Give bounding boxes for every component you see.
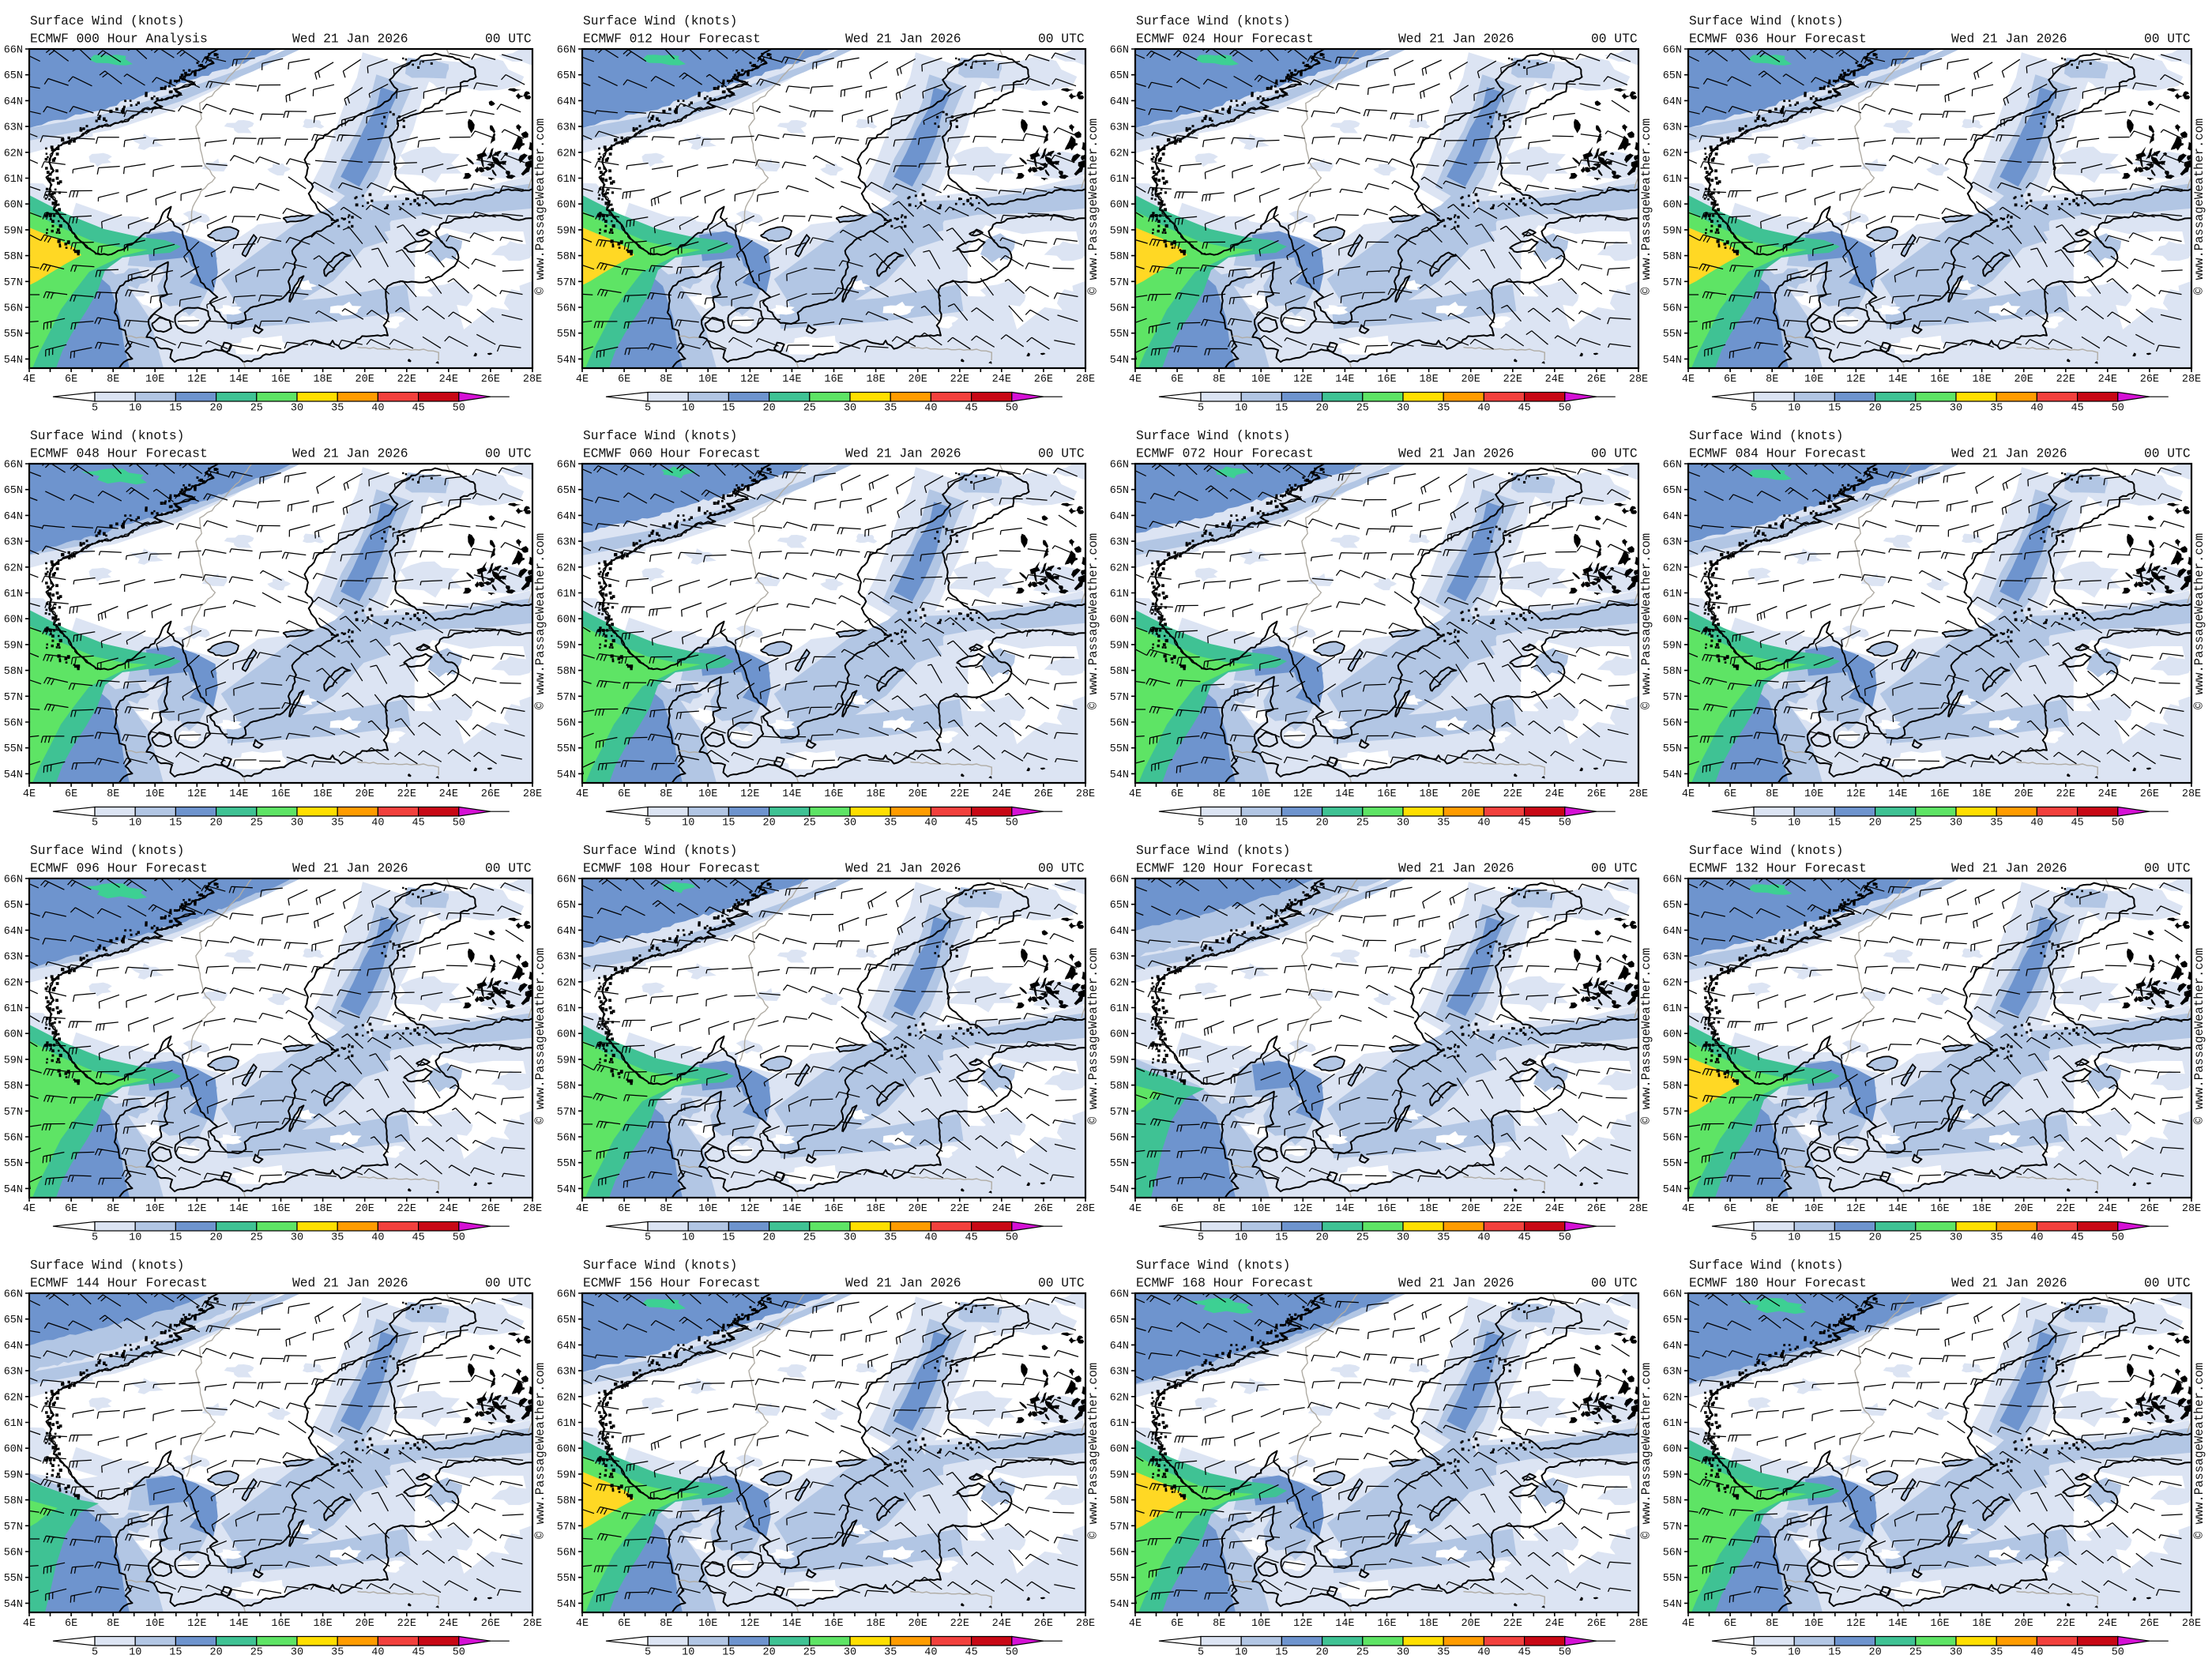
svg-text:00 UTC: 00 UTC	[1038, 861, 1085, 876]
svg-text:Surface Wind (knots): Surface Wind (knots)	[1136, 428, 1290, 443]
svg-text:© www.PassageWeather.com: © www.PassageWeather.com	[1086, 948, 1100, 1124]
svg-text:Surface Wind (knots): Surface Wind (knots)	[1136, 1258, 1290, 1273]
svg-text:Surface Wind (knots): Surface Wind (knots)	[30, 428, 184, 443]
svg-text:ECMWF 120 Hour Forecast: ECMWF 120 Hour Forecast	[1136, 861, 1314, 876]
svg-text:© www.PassageWeather.com: © www.PassageWeather.com	[1086, 1363, 1100, 1539]
svg-text:© www.PassageWeather.com: © www.PassageWeather.com	[1639, 1363, 1653, 1539]
svg-text:Wed 21 Jan 2026: Wed 21 Jan 2026	[845, 446, 961, 461]
svg-text:© www.PassageWeather.com: © www.PassageWeather.com	[1639, 948, 1653, 1124]
svg-text:ECMWF 180 Hour Forecast: ECMWF 180 Hour Forecast	[1689, 1276, 1867, 1291]
svg-text:© www.PassageWeather.com: © www.PassageWeather.com	[1639, 533, 1653, 709]
svg-text:© www.PassageWeather.com: © www.PassageWeather.com	[2192, 1363, 2206, 1539]
svg-text:ECMWF 072 Hour Forecast: ECMWF 072 Hour Forecast	[1136, 446, 1314, 461]
svg-text:Surface Wind (knots): Surface Wind (knots)	[583, 428, 737, 443]
svg-text:Surface Wind (knots): Surface Wind (knots)	[1689, 1258, 1843, 1273]
svg-text:Wed 21 Jan 2026: Wed 21 Jan 2026	[1951, 861, 2067, 876]
svg-text:00 UTC: 00 UTC	[1591, 32, 1638, 47]
svg-text:00 UTC: 00 UTC	[485, 32, 532, 47]
svg-text:ECMWF 036 Hour Forecast: ECMWF 036 Hour Forecast	[1689, 32, 1867, 47]
svg-text:Surface Wind (knots): Surface Wind (knots)	[30, 1258, 184, 1273]
svg-text:Wed 21 Jan 2026: Wed 21 Jan 2026	[1951, 32, 2067, 47]
svg-text:Wed 21 Jan 2026: Wed 21 Jan 2026	[1398, 446, 1514, 461]
svg-text:Surface Wind (knots): Surface Wind (knots)	[1136, 843, 1290, 858]
svg-text:Wed 21 Jan 2026: Wed 21 Jan 2026	[1951, 446, 2067, 461]
svg-text:ECMWF 156 Hour Forecast: ECMWF 156 Hour Forecast	[583, 1276, 761, 1291]
svg-text:00 UTC: 00 UTC	[2144, 32, 2191, 47]
svg-text:Surface Wind (knots): Surface Wind (knots)	[1689, 843, 1843, 858]
svg-text:ECMWF 000 Hour Analysis: ECMWF 000 Hour Analysis	[30, 32, 208, 47]
svg-text:ECMWF 132 Hour Forecast: ECMWF 132 Hour Forecast	[1689, 861, 1867, 876]
svg-text:Surface Wind (knots): Surface Wind (knots)	[1136, 13, 1290, 28]
svg-text:00 UTC: 00 UTC	[1591, 861, 1638, 876]
svg-text:ECMWF 012 Hour Forecast: ECMWF 012 Hour Forecast	[583, 32, 761, 47]
svg-text:© www.PassageWeather.com: © www.PassageWeather.com	[533, 948, 547, 1124]
svg-text:00 UTC: 00 UTC	[1591, 446, 1638, 461]
svg-text:00 UTC: 00 UTC	[485, 446, 532, 461]
svg-text:ECMWF 084 Hour Forecast: ECMWF 084 Hour Forecast	[1689, 446, 1867, 461]
svg-text:Wed 21 Jan 2026: Wed 21 Jan 2026	[1951, 1276, 2067, 1291]
svg-text:00 UTC: 00 UTC	[1038, 446, 1085, 461]
svg-text:Surface Wind (knots): Surface Wind (knots)	[1689, 13, 1843, 28]
svg-text:Wed 21 Jan 2026: Wed 21 Jan 2026	[1398, 1276, 1514, 1291]
svg-text:ECMWF 060 Hour Forecast: ECMWF 060 Hour Forecast	[583, 446, 761, 461]
svg-text:00 UTC: 00 UTC	[2144, 446, 2191, 461]
svg-text:ECMWF 144 Hour Forecast: ECMWF 144 Hour Forecast	[30, 1276, 208, 1291]
svg-text:Surface Wind (knots): Surface Wind (knots)	[583, 13, 737, 28]
svg-text:© www.PassageWeather.com: © www.PassageWeather.com	[533, 533, 547, 709]
svg-text:Surface Wind (knots): Surface Wind (knots)	[583, 1258, 737, 1273]
svg-text:ECMWF 048 Hour Forecast: ECMWF 048 Hour Forecast	[30, 446, 208, 461]
svg-text:© www.PassageWeather.com: © www.PassageWeather.com	[1639, 118, 1653, 295]
svg-text:© www.PassageWeather.com: © www.PassageWeather.com	[2192, 533, 2206, 709]
svg-text:ECMWF 108 Hour Forecast: ECMWF 108 Hour Forecast	[583, 861, 761, 876]
svg-text:© www.PassageWeather.com: © www.PassageWeather.com	[1086, 118, 1100, 295]
svg-text:Wed 21 Jan 2026: Wed 21 Jan 2026	[292, 1276, 408, 1291]
svg-text:Wed 21 Jan 2026: Wed 21 Jan 2026	[292, 32, 408, 47]
svg-text:Surface Wind (knots): Surface Wind (knots)	[30, 13, 184, 28]
svg-text:Wed 21 Jan 2026: Wed 21 Jan 2026	[845, 1276, 961, 1291]
svg-text:00 UTC: 00 UTC	[485, 1276, 532, 1291]
svg-text:Wed 21 Jan 2026: Wed 21 Jan 2026	[1398, 32, 1514, 47]
svg-text:00 UTC: 00 UTC	[1038, 32, 1085, 47]
svg-text:Wed 21 Jan 2026: Wed 21 Jan 2026	[1398, 861, 1514, 876]
svg-text:Surface Wind (knots): Surface Wind (knots)	[30, 843, 184, 858]
svg-text:Surface Wind (knots): Surface Wind (knots)	[583, 843, 737, 858]
svg-text:© www.PassageWeather.com: © www.PassageWeather.com	[1086, 533, 1100, 709]
svg-text:© www.PassageWeather.com: © www.PassageWeather.com	[2192, 948, 2206, 1124]
svg-text:© www.PassageWeather.com: © www.PassageWeather.com	[533, 118, 547, 295]
svg-text:© www.PassageWeather.com: © www.PassageWeather.com	[533, 1363, 547, 1539]
svg-text:© www.PassageWeather.com: © www.PassageWeather.com	[2192, 118, 2206, 295]
svg-text:00 UTC: 00 UTC	[485, 861, 532, 876]
svg-text:00 UTC: 00 UTC	[1038, 1276, 1085, 1291]
svg-text:00 UTC: 00 UTC	[2144, 1276, 2191, 1291]
svg-text:Surface Wind (knots): Surface Wind (knots)	[1689, 428, 1843, 443]
svg-text:00 UTC: 00 UTC	[1591, 1276, 1638, 1291]
svg-text:ECMWF 096 Hour Forecast: ECMWF 096 Hour Forecast	[30, 861, 208, 876]
svg-text:Wed 21 Jan 2026: Wed 21 Jan 2026	[845, 861, 961, 876]
svg-text:Wed 21 Jan 2026: Wed 21 Jan 2026	[292, 446, 408, 461]
svg-text:Wed 21 Jan 2026: Wed 21 Jan 2026	[292, 861, 408, 876]
svg-text:ECMWF 024 Hour Forecast: ECMWF 024 Hour Forecast	[1136, 32, 1314, 47]
svg-text:Wed 21 Jan 2026: Wed 21 Jan 2026	[845, 32, 961, 47]
svg-text:00 UTC: 00 UTC	[2144, 861, 2191, 876]
svg-text:ECMWF 168 Hour Forecast: ECMWF 168 Hour Forecast	[1136, 1276, 1314, 1291]
